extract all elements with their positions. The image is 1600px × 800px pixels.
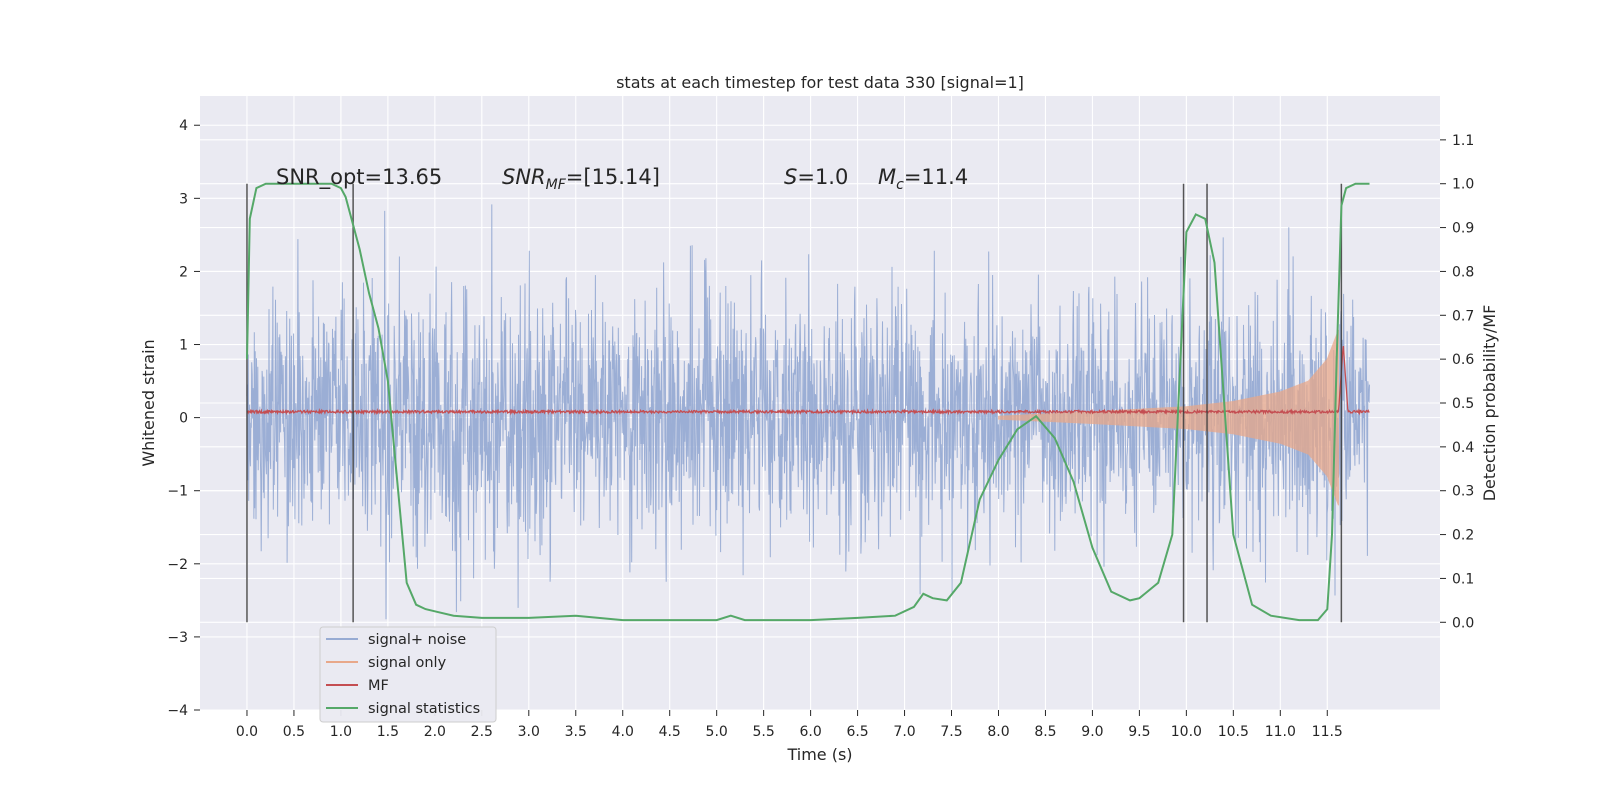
x-tick-label: 4.0 (612, 724, 634, 740)
x-tick-label: 11.0 (1265, 724, 1296, 740)
x-tick-label: 10.5 (1218, 724, 1249, 740)
legend-box (319, 626, 497, 723)
y2-tick-label: 1.1 (1452, 133, 1474, 149)
x-tick-label: 8.5 (1034, 724, 1056, 740)
x-tick-label: 1.5 (377, 724, 399, 740)
marker-lines (246, 183, 1343, 623)
y2-tick-label: 0.3 (1452, 484, 1474, 500)
x-tick-label: 2.0 (424, 724, 446, 740)
x-tick-label: 6.5 (846, 724, 868, 740)
annotation-snr-opt: SNR_opt=13.65 (276, 165, 442, 190)
y-tick-label: −2 (167, 557, 188, 573)
legend-label-mf: MF (368, 678, 389, 694)
x-tick-label: 6.0 (799, 724, 821, 740)
y2-tick-label: 0.4 (1452, 440, 1474, 456)
legend-label-signal-only: signal only (368, 655, 447, 671)
y-tick-label: 0 (179, 411, 188, 427)
x-tick-label: 0.5 (283, 724, 305, 740)
signal-only-envelope (998, 329, 1339, 506)
x-tick-label: 7.0 (893, 724, 915, 740)
y-tick-label: −3 (167, 630, 188, 646)
x-axis-label: Time (s) (786, 745, 852, 764)
x-tick-label: 5.0 (706, 724, 728, 740)
mf-line (246, 346, 1370, 416)
legend-label-signal-noise: signal+ noise (368, 632, 466, 648)
x-tick-label: 2.5 (471, 724, 493, 740)
x-tick-label: 9.0 (1081, 724, 1103, 740)
x-tick-label: 11.5 (1312, 724, 1343, 740)
y2-tick-label: 0.6 (1452, 352, 1474, 368)
x-tick-label: 10.0 (1171, 724, 1202, 740)
x-tick-label: 5.5 (753, 724, 775, 740)
signal-statistics-line (246, 182, 1370, 622)
y2-axis-label: Detection probability/MF (1480, 305, 1499, 502)
signal-statistics-series (246, 182, 1370, 622)
x-tick-label: 3.5 (565, 724, 587, 740)
mf-series (246, 346, 1370, 416)
axes: 0.0 0.5 1.0 1.5 2.0 2.5 3.0 3.5 4.0 4.5 5.0 5.5 6.0 6… (167, 118, 1474, 740)
x-tick-label: 0.0 (236, 724, 258, 740)
y-tick-label: −4 (167, 703, 188, 719)
y-tick-label: 1 (179, 338, 188, 354)
annotation-snr-mf: SNRMF=[15.14] (502, 165, 660, 193)
chart-title: stats at each timestep for test data 330… (616, 73, 1024, 92)
y-tick-label: −1 (167, 484, 188, 500)
y-tick-label: 2 (179, 264, 188, 280)
x-tick-label: 1.0 (330, 724, 352, 740)
y-tick-label: 4 (179, 118, 188, 134)
y2-tick-label: 0.7 (1452, 308, 1474, 324)
signal-noise-series (246, 204, 1370, 620)
x-tick-label: 4.5 (659, 724, 681, 740)
signal-only-series (998, 329, 1339, 506)
y2-tick-label: 0.9 (1452, 221, 1474, 237)
y2-tick-label: 0.1 (1452, 571, 1474, 587)
legend-label-signal-statistics: signal statistics (368, 701, 480, 717)
y2-tick-label: 0.0 (1452, 615, 1474, 631)
x-tick-label: 7.5 (940, 724, 962, 740)
legend: signal+ noise signal only MF signal stat… (319, 626, 497, 723)
x-tick-label: 8.0 (987, 724, 1009, 740)
y-axis-label: Whitened strain (139, 339, 158, 466)
annotation-mc: Mc=11.4 (878, 165, 968, 193)
y2-tick-label: 0.8 (1452, 264, 1474, 280)
y2-tick-label: 1.0 (1452, 177, 1474, 193)
signal-noise-line (246, 204, 1370, 620)
y2-tick-label: 0.5 (1452, 396, 1474, 412)
annotation-s: S=1.0 (784, 165, 848, 189)
x-tick-label: 3.0 (518, 724, 540, 740)
y-tick-label: 3 (179, 191, 188, 207)
y2-tick-label: 0.2 (1452, 528, 1474, 544)
x-tick-label: 9.5 (1128, 724, 1150, 740)
